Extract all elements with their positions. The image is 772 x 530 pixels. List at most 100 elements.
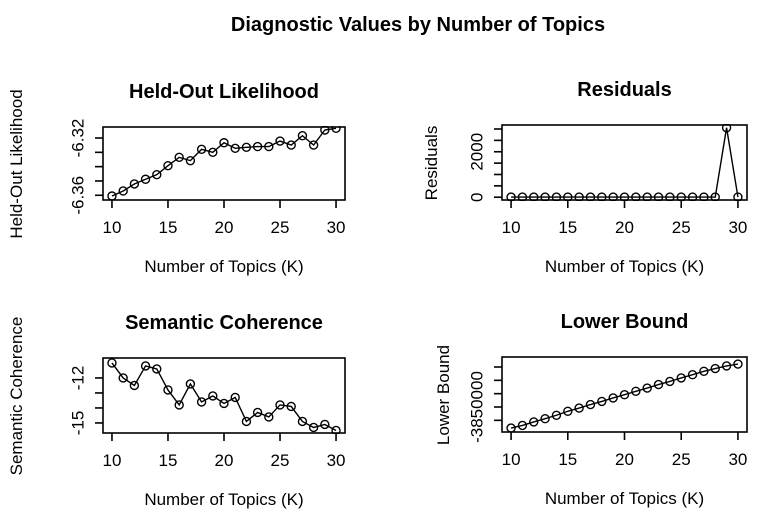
series-line [510,363,739,429]
data-point-marker [174,152,184,163]
data-point-marker [320,419,330,430]
x-tick-label: 25 [672,218,691,237]
data-point-marker [219,138,229,148]
data-point-marker [551,192,562,201]
data-point-marker [585,192,596,201]
data-point-marker [619,192,630,201]
x-tick-label: 15 [558,218,577,237]
y-tick-label: -6.36 [68,176,87,215]
data-point-marker [721,124,732,133]
y-tick-label: 0 [467,192,486,201]
x-tick-label: 15 [558,450,577,469]
data-point-marker [286,140,296,150]
data-point-marker [653,192,664,201]
plot-box [102,126,346,201]
held-out-likelihood-plot: 10 15 20 25 30 -6.32 -6.36 [68,119,346,237]
data-point-marker [631,386,641,396]
data-point-marker [585,399,596,410]
y-tick-label: -6.32 [68,119,87,158]
series-line [111,362,337,432]
data-point-marker [721,361,732,371]
data-point-marker [230,143,240,154]
x-axis-label-semantic-coherence: Number of Topics (K) [144,490,304,509]
x-tick-label: 20 [615,450,634,469]
data-point-marker [264,141,274,152]
data-point-marker [506,192,516,201]
data-point-marker [252,141,263,152]
panel-held-out-likelihood: Held-Out Likelihood Held-Out Likelihood … [0,60,386,290]
x-tick-label: 25 [271,218,290,237]
data-point-marker [574,403,584,413]
data-point-marker [241,416,252,427]
data-point-marker [597,192,607,201]
data-point-marker [642,192,652,201]
data-point-marker [676,373,686,383]
x-tick-label: 20 [215,451,234,470]
data-point-marker [275,136,285,146]
x-tick-label: 30 [327,451,346,470]
data-point-marker [733,192,743,201]
data-point-marker [107,191,117,201]
data-point-marker [286,401,296,412]
data-point-marker [710,363,720,374]
x-tick-label: 10 [502,450,521,469]
x-tick-label: 15 [159,451,178,470]
panel-title-residuals: Residuals [577,79,672,101]
data-point-marker [563,406,573,416]
data-point-marker [699,366,709,376]
data-point-marker [219,398,229,409]
data-point-marker [517,192,528,201]
data-point-marker [118,186,128,196]
x-axis-label-held-out-likelihood: Number of Topics (K) [144,257,304,276]
x-tick-label: 30 [728,218,747,237]
data-point-marker [252,407,263,418]
data-point-marker [185,155,196,166]
data-point-marker [163,385,173,395]
panel-semantic-coherence: Semantic Coherence Semantic Coherence 10… [0,290,386,530]
data-point-marker [687,370,698,380]
data-point-marker [699,192,709,201]
y-tick-label: -15 [68,411,87,436]
data-point-marker [208,391,218,401]
data-point-marker [297,416,308,427]
data-point-marker [540,192,550,201]
lower-bound-plot: 10 15 20 25 30 -3850000 [467,356,748,469]
data-point-marker [230,392,240,403]
x-tick-label: 25 [672,450,691,469]
data-point-marker [174,400,184,410]
data-point-marker [140,174,151,184]
panel-title-semantic-coherence: Semantic Coherence [125,312,323,334]
data-point-marker [608,192,618,201]
data-point-marker [129,380,140,391]
data-point-marker [608,393,618,403]
data-point-marker [308,422,319,433]
y-tick-label: -12 [68,366,87,391]
y-tick-label: -3850000 [467,371,486,443]
data-point-marker [196,397,207,407]
x-tick-label: 25 [271,451,290,470]
data-point-marker [551,410,562,420]
data-point-marker [264,412,274,422]
data-point-marker [163,160,173,171]
x-tick-label: 15 [159,218,178,237]
data-point-marker [710,192,720,201]
data-point-marker [129,179,140,189]
x-tick-label: 10 [103,218,122,237]
x-tick-label: 30 [327,218,346,237]
panel-lower-bound: Lower Bound Lower Bound 10 15 20 25 30 -38500… [386,290,772,530]
data-point-marker [208,147,218,158]
data-point-marker [152,364,162,374]
page-title: Diagnostic Values by Number of Topics [230,14,606,36]
panel-residuals: Residuals Residuals 10 15 20 25 30 0 2000 Numb… [386,60,772,290]
data-point-marker [140,361,151,371]
data-point-marker [275,400,285,410]
x-axis-label-residuals: Number of Topics (K) [544,257,705,276]
data-point-marker [540,414,550,424]
x-tick-label: 20 [215,218,234,237]
data-point-marker [642,383,652,393]
data-point-marker [331,126,341,133]
data-point-marker [597,396,607,407]
data-point-marker [308,140,319,150]
residuals-plot: 10 15 20 25 30 0 2000 [467,124,748,237]
data-point-marker [733,359,743,369]
